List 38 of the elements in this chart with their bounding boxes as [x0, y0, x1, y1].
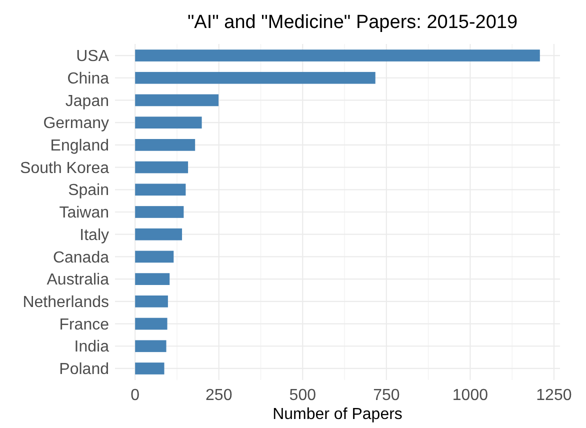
- bar: [135, 318, 168, 330]
- bar: [135, 94, 219, 106]
- y-tick-label: USA: [76, 48, 110, 66]
- bar: [135, 72, 376, 84]
- x-tick-label: 1000: [452, 387, 488, 404]
- bar: [135, 250, 174, 263]
- chart-title: "AI" and "Medicine" Papers: 2015-2019: [187, 12, 518, 33]
- bar: [135, 206, 184, 218]
- bar: [135, 228, 182, 240]
- y-tick-label: Italy: [80, 226, 109, 244]
- y-tick-label: Germany: [43, 115, 109, 132]
- y-tick-label: Australia: [46, 272, 110, 289]
- x-tick-label: 1250: [536, 387, 572, 404]
- bar: [135, 161, 188, 174]
- y-tick-label: Netherlands: [22, 294, 109, 312]
- bar: [135, 116, 202, 129]
- bar: [135, 184, 186, 196]
- x-tick-label: 250: [206, 387, 232, 404]
- y-tick-label: France: [59, 316, 110, 334]
- y-tick-label: South Korea: [20, 160, 110, 177]
- y-tick-label: India: [74, 338, 110, 356]
- y-tick-label: Spain: [68, 182, 109, 200]
- x-tick-label: 0: [130, 387, 140, 404]
- y-tick-label: Taiwan: [59, 204, 109, 222]
- bar: [135, 340, 166, 352]
- y-tick-label: Canada: [52, 249, 110, 266]
- bar: [135, 139, 196, 151]
- bar: [135, 362, 164, 374]
- x-tick-label: 500: [289, 387, 316, 404]
- y-tick-label: Japan: [65, 92, 109, 110]
- bar: [135, 273, 170, 285]
- bar: [135, 295, 168, 308]
- x-tick-label: 750: [373, 387, 400, 404]
- x-axis-title: Number of Papers: [272, 406, 402, 423]
- bar: [135, 50, 540, 62]
- y-tick-label: Poland: [59, 361, 109, 378]
- y-tick-label: England: [50, 138, 109, 155]
- y-tick-label: China: [67, 70, 110, 88]
